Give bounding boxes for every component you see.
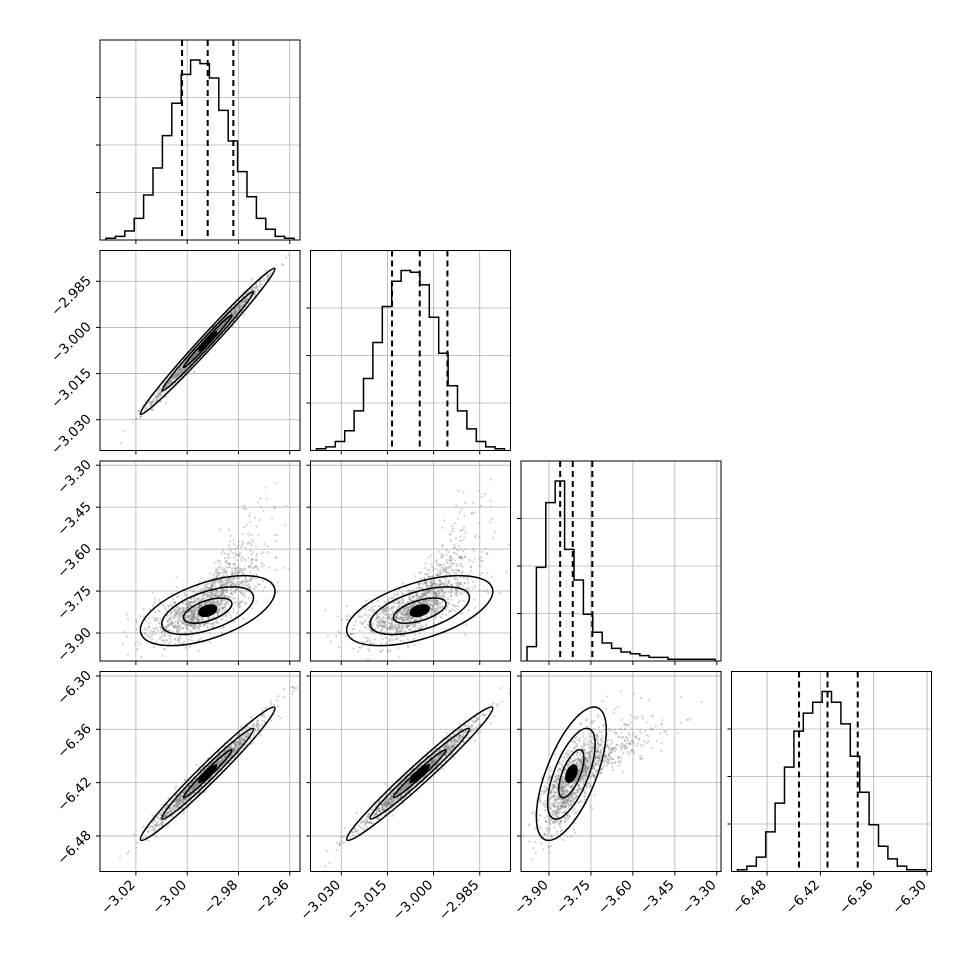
panel-1-0: −3.030−3.015−3.000−2.985 [48,250,301,458]
x-tick-label-2-0: −3.90 [511,877,552,918]
axes-frame-1-0 [99,250,301,451]
y-tick-label-1-3: −2.985 [48,273,95,320]
x-tick-label-1-1: −3.015 [344,877,391,924]
density-peak-3-2 [565,764,578,784]
y-tick-label-3-3: −6.30 [54,667,95,708]
y-tick-label-2-1: −3.75 [54,583,95,624]
histogram-0 [105,59,295,240]
panel-3-0: −3.02 −3.00 −2.98 −2.96 −6.48 −6.42 −6.36 −6.30 [54,667,301,918]
panel-3-2: −3.90 −3.75 −3.60 −3.45 −3.30 [511,671,722,918]
axes-frame-2-0 [99,460,301,662]
contour-level-2-0-0 [139,574,276,647]
contour-level-2-0-1 [161,586,255,636]
panel-2-1 [306,460,511,665]
density-peak-3-1 [409,764,431,784]
histogram-1 [315,269,506,451]
x-tick-label-1-3: −2.985 [436,877,483,924]
axes-frame-0-0 [99,39,301,241]
contour-level-3-1-1 [369,727,471,820]
x-tick-label-3-2: −6.36 [836,877,877,918]
contour-level-2-1-2 [392,597,447,624]
x-tick-label-2-3: −3.45 [637,877,678,918]
y-tick-label-3-1: −6.42 [54,774,95,815]
x-tick-label-0-3: −2.96 [252,877,293,918]
density-peak-3-0 [198,764,218,784]
x-tick-label-3-3: −6.30 [889,877,930,918]
y-tick-label-1-0: −3.030 [48,411,95,458]
y-tick-label-1-2: −3.000 [48,319,95,366]
contour-level-2-1-0 [345,574,494,647]
axes-frame-2-2 [520,460,722,662]
y-tick-label-3-2: −6.36 [54,721,95,762]
x-tick-label-0-0: −3.02 [98,877,139,918]
contour-level-3-0-0 [139,706,276,842]
axes-frame-3-3 [731,671,932,872]
histogram-2 [526,480,716,661]
panel-3-1: −3.030 −3.015 −3.000 −2.985 [297,671,511,924]
y-tick-label-2-4: −3.30 [54,457,95,498]
x-tick-label-1-2: −3.000 [390,877,437,924]
y-tick-label-2-2: −3.60 [54,541,95,582]
x-tick-label-2-4: −3.30 [679,877,720,918]
density-peak-2-1 [409,604,431,618]
y-tick-label-3-0: −6.48 [54,827,95,868]
axes-frame-1-1 [310,250,511,451]
axes-frame-3-2 [520,671,722,872]
contour-level-3-0-1 [161,727,255,820]
axes-frame-3-0 [99,671,301,872]
contour-level-1-0-0 [139,267,276,416]
x-tick-label-3-1: −6.42 [783,877,824,918]
x-tick-label-2-1: −3.75 [553,877,594,918]
y-tick-label-2-3: −3.45 [54,499,95,540]
contour-level-3-2-2 [558,748,585,799]
axes-frame-2-1 [310,460,511,662]
scatter-points-1-0 [120,254,290,445]
contour-level-3-1-0 [345,706,494,842]
panel-3-3: −6.48 −6.42 −6.36 −6.30 [727,671,932,918]
panel-2-0: −3.90−3.75−3.60−3.45−3.30 [54,457,301,666]
contour-level-2-1-1 [369,586,471,636]
contour-level-3-1-2 [392,748,447,799]
density-peak-2-0 [198,604,218,618]
x-tick-label-3-0: −6.48 [729,877,770,918]
scatter-points-2-0 [121,482,290,658]
panel-1-1 [306,250,511,455]
y-tick-label-1-1: −3.015 [48,365,95,412]
axes-frame-3-1 [310,671,511,872]
y-tick-label-2-0: −3.90 [54,625,95,666]
x-tick-label-0-1: −3.00 [149,877,190,918]
contour-level-3-0-2 [182,748,233,799]
contour-level-3-2-1 [546,727,596,820]
panel-0-0 [96,39,301,244]
x-tick-label-0-2: −2.98 [201,877,242,918]
contour-level-3-2-0 [535,706,608,842]
histogram-3 [736,690,927,872]
x-tick-label-2-2: −3.60 [595,877,636,918]
scatter-points-3-2 [521,690,703,861]
density-peak-1-0 [198,330,218,352]
x-tick-label-1-0: −3.030 [297,877,344,924]
contour-level-1-0-1 [161,290,255,392]
contour-level-2-0-2 [182,597,233,624]
panel-2-2 [517,460,722,665]
scatter-points-2-1 [324,478,510,660]
